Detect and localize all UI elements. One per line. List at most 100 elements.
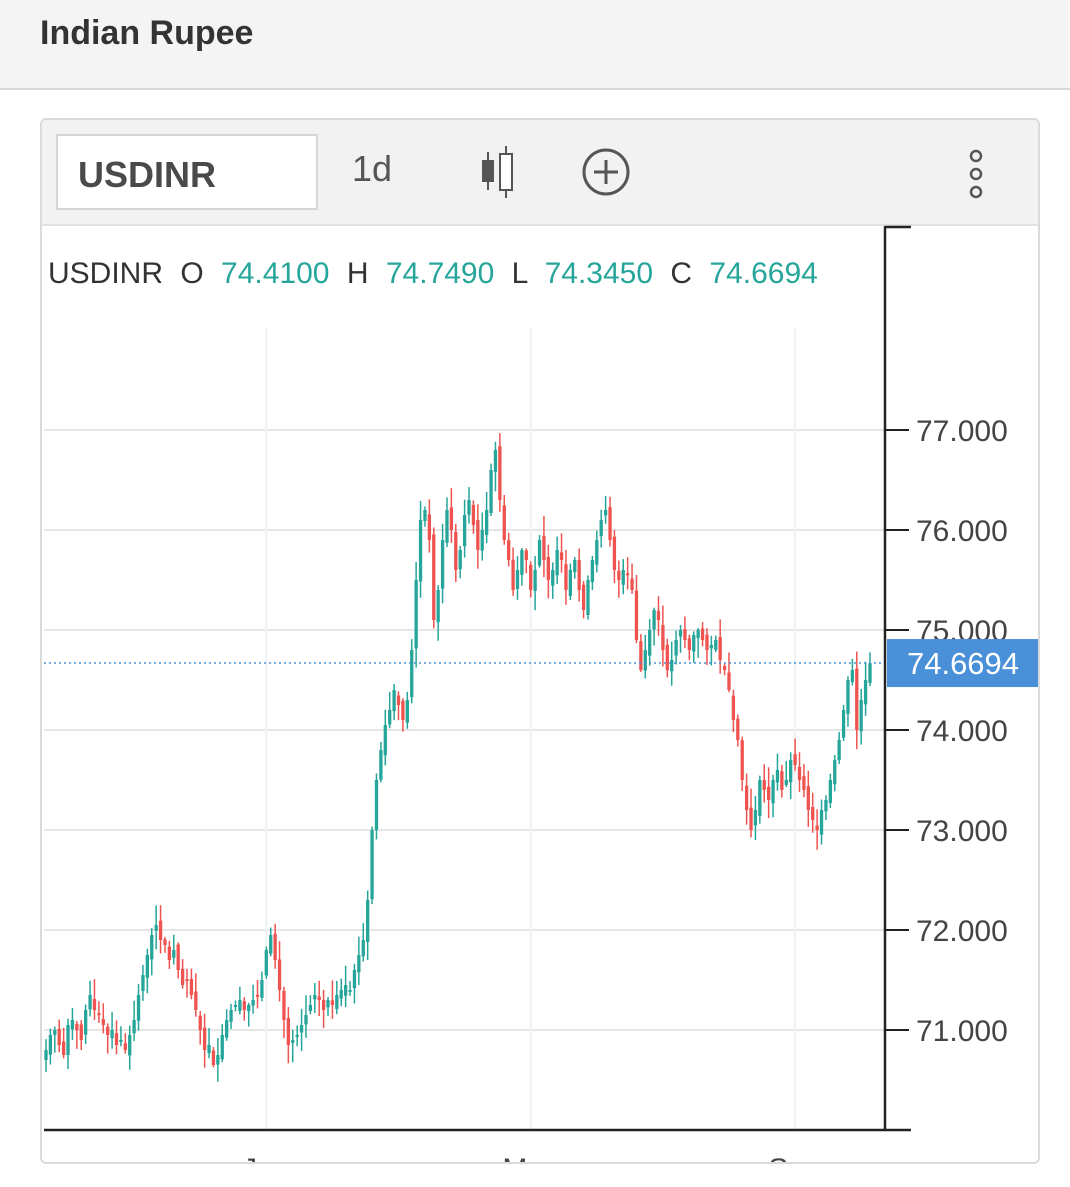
candle-body: [533, 570, 537, 591]
candle-body: [269, 935, 273, 954]
candle-body: [211, 1050, 216, 1065]
candle-body: [229, 1010, 233, 1022]
candle-body: [436, 590, 440, 623]
candle-body: [220, 1035, 224, 1060]
candle-body: [251, 1000, 255, 1006]
candle-body: [555, 550, 559, 576]
candle-body: [326, 1000, 330, 1008]
price-axis: 71.00072.00073.00074.00075.00076.00077.0…: [44, 225, 1038, 1132]
candle-body: [189, 978, 194, 995]
candle-body: [88, 995, 92, 1010]
candle-body: [330, 1000, 335, 1005]
candle-body: [225, 1020, 229, 1038]
candle-body: [687, 638, 691, 650]
candle-body: [789, 760, 793, 783]
candle-body: [392, 690, 396, 712]
chart-toolbar: USDINR 1d: [42, 120, 1038, 226]
candle-body: [84, 1010, 88, 1035]
candle-body: [106, 1026, 110, 1035]
legend-high-value: 74.7490: [386, 257, 494, 290]
candle-body: [683, 629, 687, 640]
y-tick-label: 74.000: [916, 715, 1008, 748]
candle-body: [634, 590, 639, 640]
candle-body: [762, 779, 766, 790]
candle-body: [590, 560, 595, 583]
candle-body: [537, 540, 542, 566]
candle-body: [850, 670, 855, 683]
candle-body: [524, 550, 528, 560]
candle-body: [612, 536, 617, 570]
candle-body: [119, 1040, 123, 1042]
candle-body: [308, 1005, 313, 1012]
candle-body: [343, 985, 348, 996]
candle-body: [529, 564, 533, 590]
price-chart[interactable]: 71.00072.00073.00074.00075.00076.00077.0…: [42, 224, 1038, 1162]
candle-body: [357, 955, 361, 973]
candle-body: [374, 780, 379, 831]
candle-body: [462, 515, 467, 547]
candle-body: [661, 624, 665, 650]
add-circle-icon[interactable]: [580, 146, 632, 198]
candle-body: [595, 540, 599, 565]
candle-body: [868, 663, 872, 684]
candle-body: [692, 635, 696, 652]
legend-low-value: 74.3450: [545, 257, 653, 290]
candle-body: [833, 760, 837, 785]
candle-body: [811, 807, 815, 820]
grid-lines: [44, 328, 884, 1130]
candle-body: [348, 990, 352, 992]
symbol-search-input[interactable]: USDINR: [56, 134, 318, 210]
candle-body: [414, 580, 418, 649]
candle-body: [819, 810, 824, 835]
legend-close-label: C: [670, 257, 692, 290]
candle-body: [277, 959, 282, 990]
candle-body: [92, 998, 97, 1010]
candle-body: [643, 650, 647, 671]
candle-body: [586, 580, 590, 616]
candle-body: [484, 510, 489, 535]
candlestick-icon[interactable]: [474, 144, 518, 200]
candle-body: [780, 771, 784, 790]
candle-body: [141, 975, 145, 991]
candle-body: [863, 680, 868, 705]
candle-body: [172, 950, 176, 958]
candle-body: [709, 645, 714, 649]
candle-body: [784, 780, 788, 785]
candle-body: [736, 718, 740, 740]
candle-body: [802, 776, 806, 790]
page-title: Indian Rupee: [40, 14, 254, 52]
candle-body: [61, 1041, 66, 1055]
interval-button[interactable]: 1d: [352, 148, 393, 189]
legend-close-value: 74.6694: [709, 257, 817, 290]
candle-body: [846, 680, 850, 715]
candle-body: [454, 531, 458, 570]
candle-body: [815, 825, 819, 830]
x-tick-label: Jan: [242, 1153, 290, 1162]
candle-body: [608, 507, 612, 540]
candle-body: [458, 550, 462, 570]
candle-body: [722, 665, 727, 670]
candle-body: [57, 1028, 61, 1045]
candle-body: [617, 570, 621, 580]
candle-body: [542, 535, 546, 560]
candle-body: [625, 573, 630, 576]
candle-body: [480, 530, 484, 551]
candle-body: [427, 514, 432, 540]
candle-body: [238, 1000, 242, 1011]
candle-body: [824, 800, 828, 812]
last-price-tag: [887, 639, 1038, 688]
candle-body: [207, 1045, 211, 1054]
candle-body: [132, 1020, 136, 1034]
chart-widget: USDINR 1d 71.000 72.000 73.000 74.000 75.000…: [40, 118, 1040, 1164]
candle-body: [299, 1025, 304, 1033]
candle-body: [674, 640, 678, 656]
more-vertical-icon[interactable]: [964, 148, 988, 200]
candle-body: [317, 996, 321, 1000]
candle-body: [599, 520, 603, 537]
candle-body: [511, 559, 515, 590]
candle-body: [255, 994, 260, 997]
candle-body: [758, 780, 762, 816]
candle-body: [696, 630, 700, 639]
candle-body: [507, 540, 511, 560]
candle-body: [313, 995, 317, 1000]
